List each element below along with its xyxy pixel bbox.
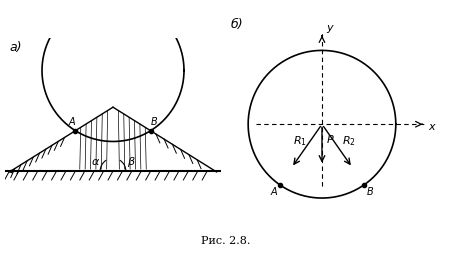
Text: $R_1$: $R_1$ <box>293 134 307 148</box>
Text: $R_2$: $R_2$ <box>341 134 355 148</box>
Text: Рис. 2.8.: Рис. 2.8. <box>201 236 250 246</box>
Text: $P$: $P$ <box>326 133 334 145</box>
Text: $\beta$: $\beta$ <box>127 155 136 169</box>
Text: б): б) <box>230 18 243 31</box>
Text: y: y <box>326 23 332 33</box>
Text: B: B <box>366 187 373 197</box>
Text: A: A <box>68 117 74 127</box>
Text: x: x <box>428 122 434 132</box>
Text: B: B <box>151 117 157 127</box>
Text: $\alpha$: $\alpha$ <box>91 157 100 167</box>
Text: A: A <box>270 187 276 197</box>
Text: а): а) <box>9 41 22 54</box>
